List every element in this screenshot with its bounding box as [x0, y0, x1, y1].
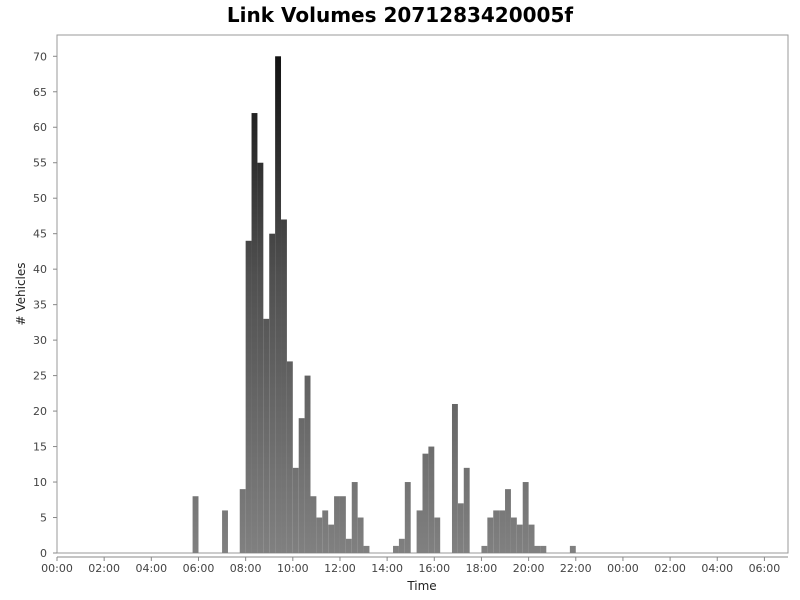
bar [422, 453, 429, 553]
bars-group [192, 56, 576, 554]
bar [499, 510, 506, 553]
x-tick-label: 02:00 [88, 562, 120, 575]
y-axis-label: # Vehicles [14, 262, 28, 325]
x-tick-label: 10:00 [277, 562, 309, 575]
x-tick-label: 14:00 [371, 562, 403, 575]
x-tick-label: 16:00 [418, 562, 450, 575]
bar [298, 418, 305, 553]
x-tick-label: 22:00 [560, 562, 592, 575]
bar [487, 517, 494, 553]
bar [351, 482, 358, 553]
y-tick-label: 15 [33, 441, 47, 454]
bar [263, 318, 270, 553]
y-tick-label: 30 [33, 334, 47, 347]
x-tick-label: 00:00 [607, 562, 639, 575]
bar [457, 503, 464, 553]
bar [345, 538, 352, 553]
y-tick-label: 65 [33, 86, 47, 99]
x-tick-label: 02:00 [654, 562, 686, 575]
bar [245, 240, 252, 553]
y-tick-label: 20 [33, 405, 47, 418]
x-tick-label: 04:00 [135, 562, 167, 575]
bar [510, 517, 517, 553]
x-axis: 00:00 02:00 04:00 06:00 08:00 10:00 12:00 14:00… [41, 556, 788, 575]
chart-title: Link Volumes 2071283420005f [227, 3, 574, 27]
bar [493, 510, 500, 553]
bar [528, 524, 535, 553]
bar [286, 361, 293, 553]
bar [522, 482, 529, 553]
bar [292, 467, 299, 553]
bar [516, 524, 523, 553]
x-tick-label: 20:00 [513, 562, 545, 575]
y-tick-label: 10 [33, 476, 47, 489]
x-tick-label: 06:00 [749, 562, 781, 575]
bar [404, 482, 411, 553]
x-tick-label: 12:00 [324, 562, 356, 575]
y-tick-label: 50 [33, 192, 47, 205]
bar [393, 545, 399, 553]
y-tick-label: 70 [33, 50, 47, 63]
bar [275, 56, 282, 554]
bar [363, 545, 370, 553]
bar [316, 517, 323, 553]
bar [451, 403, 458, 553]
bar [481, 545, 488, 553]
bar [257, 162, 264, 554]
bar [251, 113, 258, 553]
bar [428, 446, 435, 553]
bar [569, 545, 576, 553]
bar [334, 496, 340, 553]
y-tick-label: 40 [33, 263, 47, 276]
y-tick-label: 35 [33, 299, 47, 312]
x-tick-label: 08:00 [230, 562, 262, 575]
bar [304, 375, 311, 553]
bar [463, 467, 470, 553]
x-tick-label: 18:00 [466, 562, 498, 575]
bar [505, 489, 511, 553]
x-tick-label: 04:00 [701, 562, 733, 575]
y-tick-label: 55 [33, 157, 47, 170]
bar [534, 545, 541, 553]
bar [310, 496, 317, 553]
bar [357, 517, 364, 553]
bar [222, 510, 228, 553]
y-tick-label: 45 [33, 228, 47, 241]
bar [281, 219, 287, 553]
x-tick-label: 06:00 [183, 562, 215, 575]
y-axis: 0 5 10 15 20 25 30 35 40 45 50 55 60 65 70 [33, 50, 57, 560]
bar [192, 496, 199, 553]
y-tick-label: 25 [33, 370, 47, 383]
bar [269, 233, 276, 553]
bar [328, 524, 335, 553]
bar [416, 510, 423, 553]
bar [540, 545, 547, 553]
y-tick-label: 60 [33, 121, 47, 134]
x-tick-label: 00:00 [41, 562, 73, 575]
y-tick-label: 0 [40, 547, 47, 560]
bar [434, 517, 441, 553]
y-tick-label: 5 [40, 512, 47, 525]
bar [339, 496, 346, 553]
bar [239, 489, 246, 553]
x-axis-label: Time [406, 579, 436, 593]
bar [398, 538, 405, 553]
bar [322, 510, 329, 553]
